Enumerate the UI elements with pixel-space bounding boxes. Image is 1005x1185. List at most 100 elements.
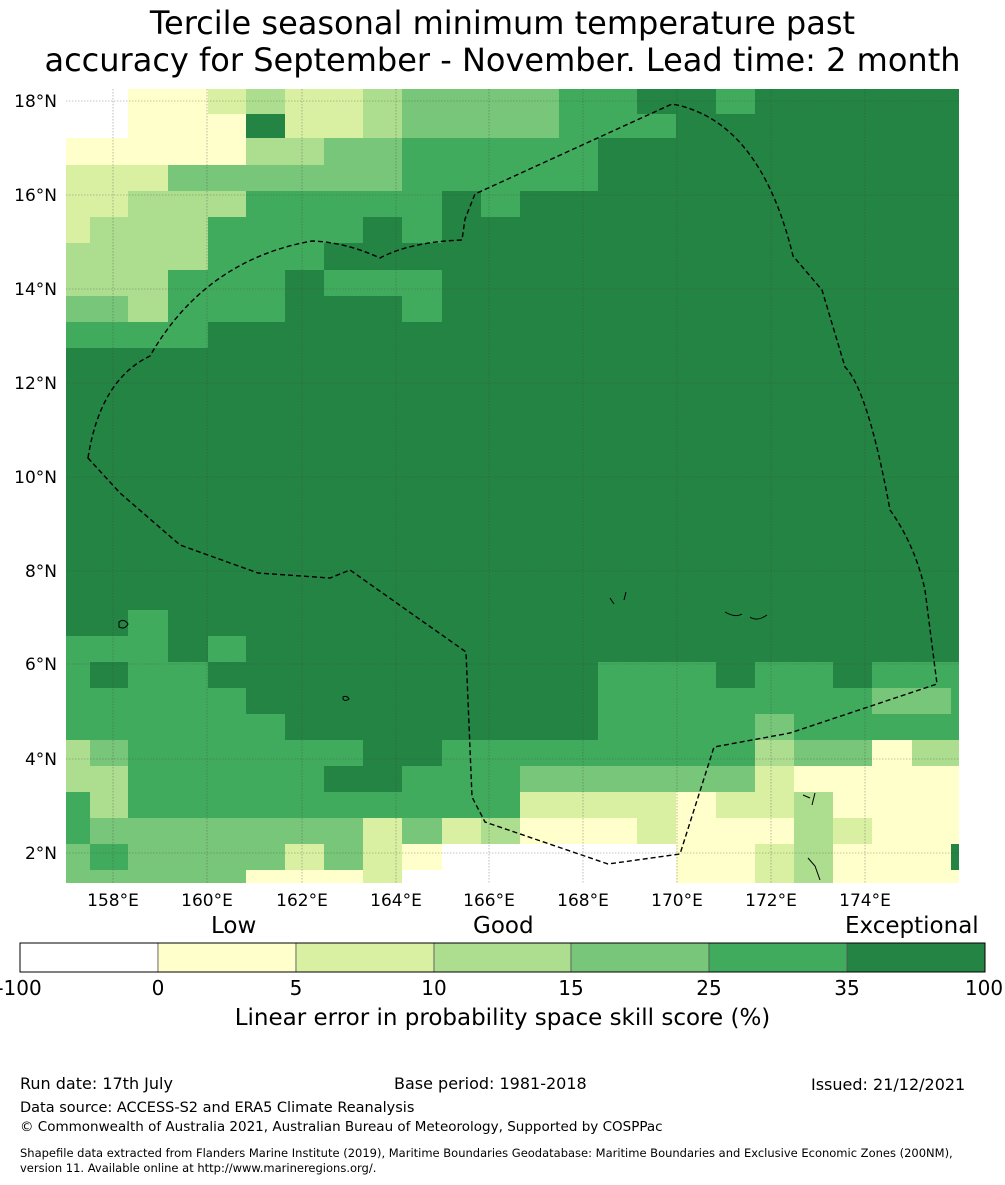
skill-cell <box>208 217 363 243</box>
category-low-label: Low <box>211 913 257 939</box>
skill-cell <box>833 818 872 844</box>
skill-cell <box>90 818 363 844</box>
graticule <box>66 89 959 883</box>
skill-cell <box>912 740 959 766</box>
latitude-tick-label: 14°N <box>14 280 57 300</box>
skill-cell <box>90 740 128 766</box>
colorbar-bin <box>433 942 572 973</box>
colorbar-tick-label: 5 <box>290 976 303 1000</box>
longitude-tick-label: 164°E <box>370 891 422 910</box>
longitude-tick-label: 158°E <box>87 891 139 910</box>
longitude-labels: 158°E 160°E 162°E 164°E 166°E 168°E 170°E 172°E… <box>87 891 891 910</box>
category-good-label: Good <box>473 913 534 939</box>
skill-cell <box>66 740 90 766</box>
colorbar-title: Linear error in probability space skill … <box>234 1005 771 1031</box>
skill-cell <box>402 870 676 883</box>
skill-cell <box>363 818 402 844</box>
skill-cell <box>66 636 168 662</box>
issued-date: Issued: 21/12/2021 <box>811 1075 966 1094</box>
longitude-tick-label: 170°E <box>651 891 703 910</box>
data-source: Data source: ACCESS-S2 and ERA5 Climate … <box>20 1100 415 1116</box>
skill-cell <box>755 844 794 870</box>
skill-cell <box>481 191 520 217</box>
skill-cell <box>716 870 755 883</box>
skill-cell <box>402 844 442 870</box>
skill-cell <box>833 844 951 870</box>
colorbar-bin <box>157 942 297 973</box>
skill-cell <box>66 296 128 322</box>
latitude-tick-label: 18°N <box>14 92 57 112</box>
skill-cell <box>402 138 598 165</box>
skill-cell <box>128 844 285 870</box>
colorbar-bin <box>846 942 986 973</box>
skill-cell <box>402 766 520 792</box>
skill-cell <box>66 688 246 714</box>
skill-cell <box>755 870 794 883</box>
skill-cell <box>208 296 285 322</box>
longitude-tick-label: 174°E <box>839 891 891 910</box>
skill-cell <box>402 89 559 138</box>
colorbar-bin <box>295 942 435 973</box>
skill-cell <box>246 191 442 217</box>
island-outlines <box>118 591 821 881</box>
skill-cell <box>66 138 246 165</box>
colorbar-tick-label: 35 <box>834 976 859 1000</box>
skill-cell <box>363 844 402 870</box>
skill-cell <box>128 740 363 766</box>
skill-cell <box>285 844 324 870</box>
run-date: Run date: 17th July <box>20 1074 173 1093</box>
skill-cell <box>363 89 402 138</box>
skill-cell <box>208 191 246 217</box>
colorbar-bin <box>19 942 159 973</box>
latitude-tick-label: 12°N <box>14 374 57 394</box>
skill-cell <box>208 114 246 138</box>
skill-cell <box>168 165 402 191</box>
skill-cell <box>208 636 246 662</box>
skill-cell <box>128 792 520 818</box>
skill-cell <box>285 89 363 138</box>
skill-cell <box>66 270 168 296</box>
longitude-tick-label: 162°E <box>276 891 328 910</box>
skill-cell <box>794 792 833 818</box>
skill-cell <box>208 243 324 270</box>
latitude-tick-label: 4°N <box>25 750 57 770</box>
skill-cell <box>794 740 872 766</box>
skill-cell <box>794 844 833 870</box>
colorbar-tick-labels: -100 0 5 10 15 25 35 100 <box>0 976 1003 1000</box>
skill-cell <box>128 191 208 217</box>
skill-cell <box>66 243 208 270</box>
eez-boundary-line <box>87 103 938 865</box>
longitude-tick-label: 160°E <box>181 891 233 910</box>
skill-cell <box>442 818 481 844</box>
skill-cell <box>246 138 324 165</box>
skill-cell <box>755 766 794 792</box>
colorbar-bins <box>19 942 986 973</box>
skill-cell <box>168 296 208 322</box>
shapefile-credit-line-2: version 11. Available online at http://w… <box>20 1161 377 1175</box>
latitude-tick-label: 6°N <box>25 655 57 675</box>
colorbar-outline <box>19 942 986 973</box>
skill-cell <box>66 870 246 883</box>
skill-cell <box>208 89 246 114</box>
longitude-tick-label: 172°E <box>745 891 797 910</box>
copyright-note: © Commonwealth of Australia 2021, Austra… <box>20 1119 663 1135</box>
skill-map: 158°E 160°E 162°E 164°E 166°E 168°E 170°E 172°E… <box>14 89 959 910</box>
latitude-tick-label: 8°N <box>25 562 57 582</box>
skill-cell <box>128 114 208 138</box>
skill-cell <box>128 89 208 114</box>
latitude-tick-label: 10°N <box>14 468 57 488</box>
skill-cell <box>66 610 128 636</box>
skill-cell <box>128 610 168 636</box>
skill-cell <box>520 818 637 844</box>
skill-cell <box>90 792 128 818</box>
latitude-labels: 18°N 16°N 14°N 12°N 10°N 8°N 6°N 4°N 2°N <box>14 92 57 864</box>
skill-cell <box>128 296 168 322</box>
skill-cell <box>168 270 285 296</box>
skill-cell <box>520 792 676 818</box>
skill-cell <box>833 870 959 883</box>
skill-cell <box>66 217 90 243</box>
colorbar-tick-label: 15 <box>558 976 583 1000</box>
skill-cell <box>90 322 208 348</box>
skill-cell <box>66 844 90 870</box>
skill-cell <box>66 792 90 818</box>
